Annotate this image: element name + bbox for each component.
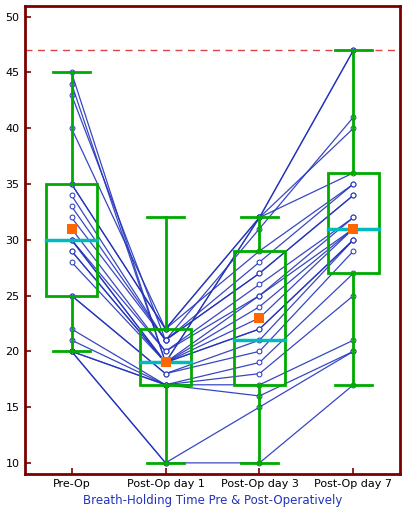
Bar — [46, 184, 97, 295]
Bar — [327, 173, 378, 273]
Bar — [233, 251, 285, 385]
X-axis label: Breath-Holding Time Pre & Post-Operatively: Breath-Holding Time Pre & Post-Operative… — [83, 495, 341, 507]
Bar — [139, 329, 191, 385]
